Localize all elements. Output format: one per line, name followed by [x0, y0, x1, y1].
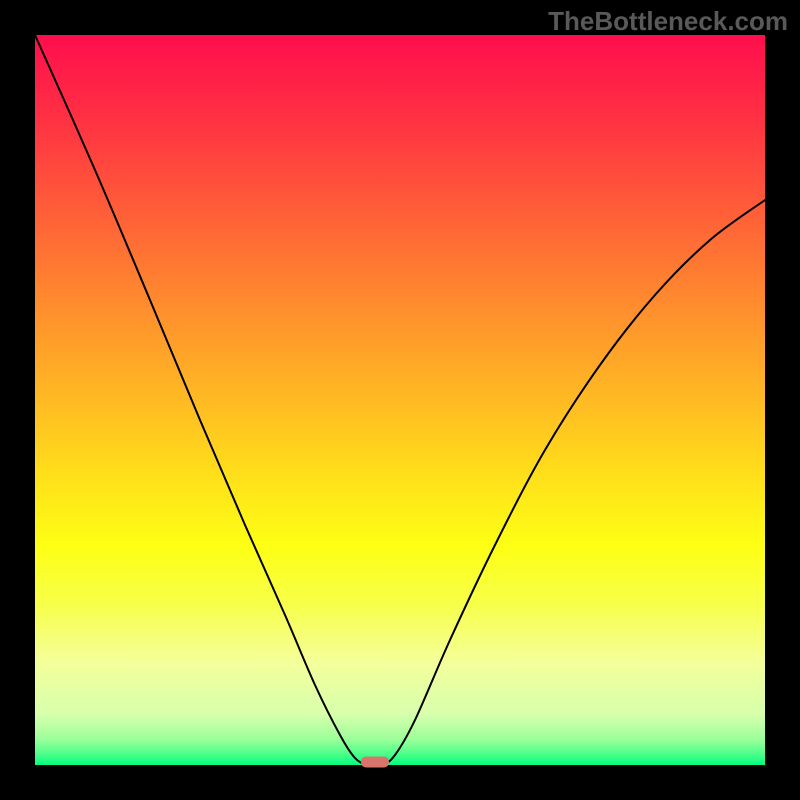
optimal-marker	[361, 757, 389, 768]
plot-area	[35, 35, 765, 765]
watermark-text: TheBottleneck.com	[548, 6, 788, 37]
